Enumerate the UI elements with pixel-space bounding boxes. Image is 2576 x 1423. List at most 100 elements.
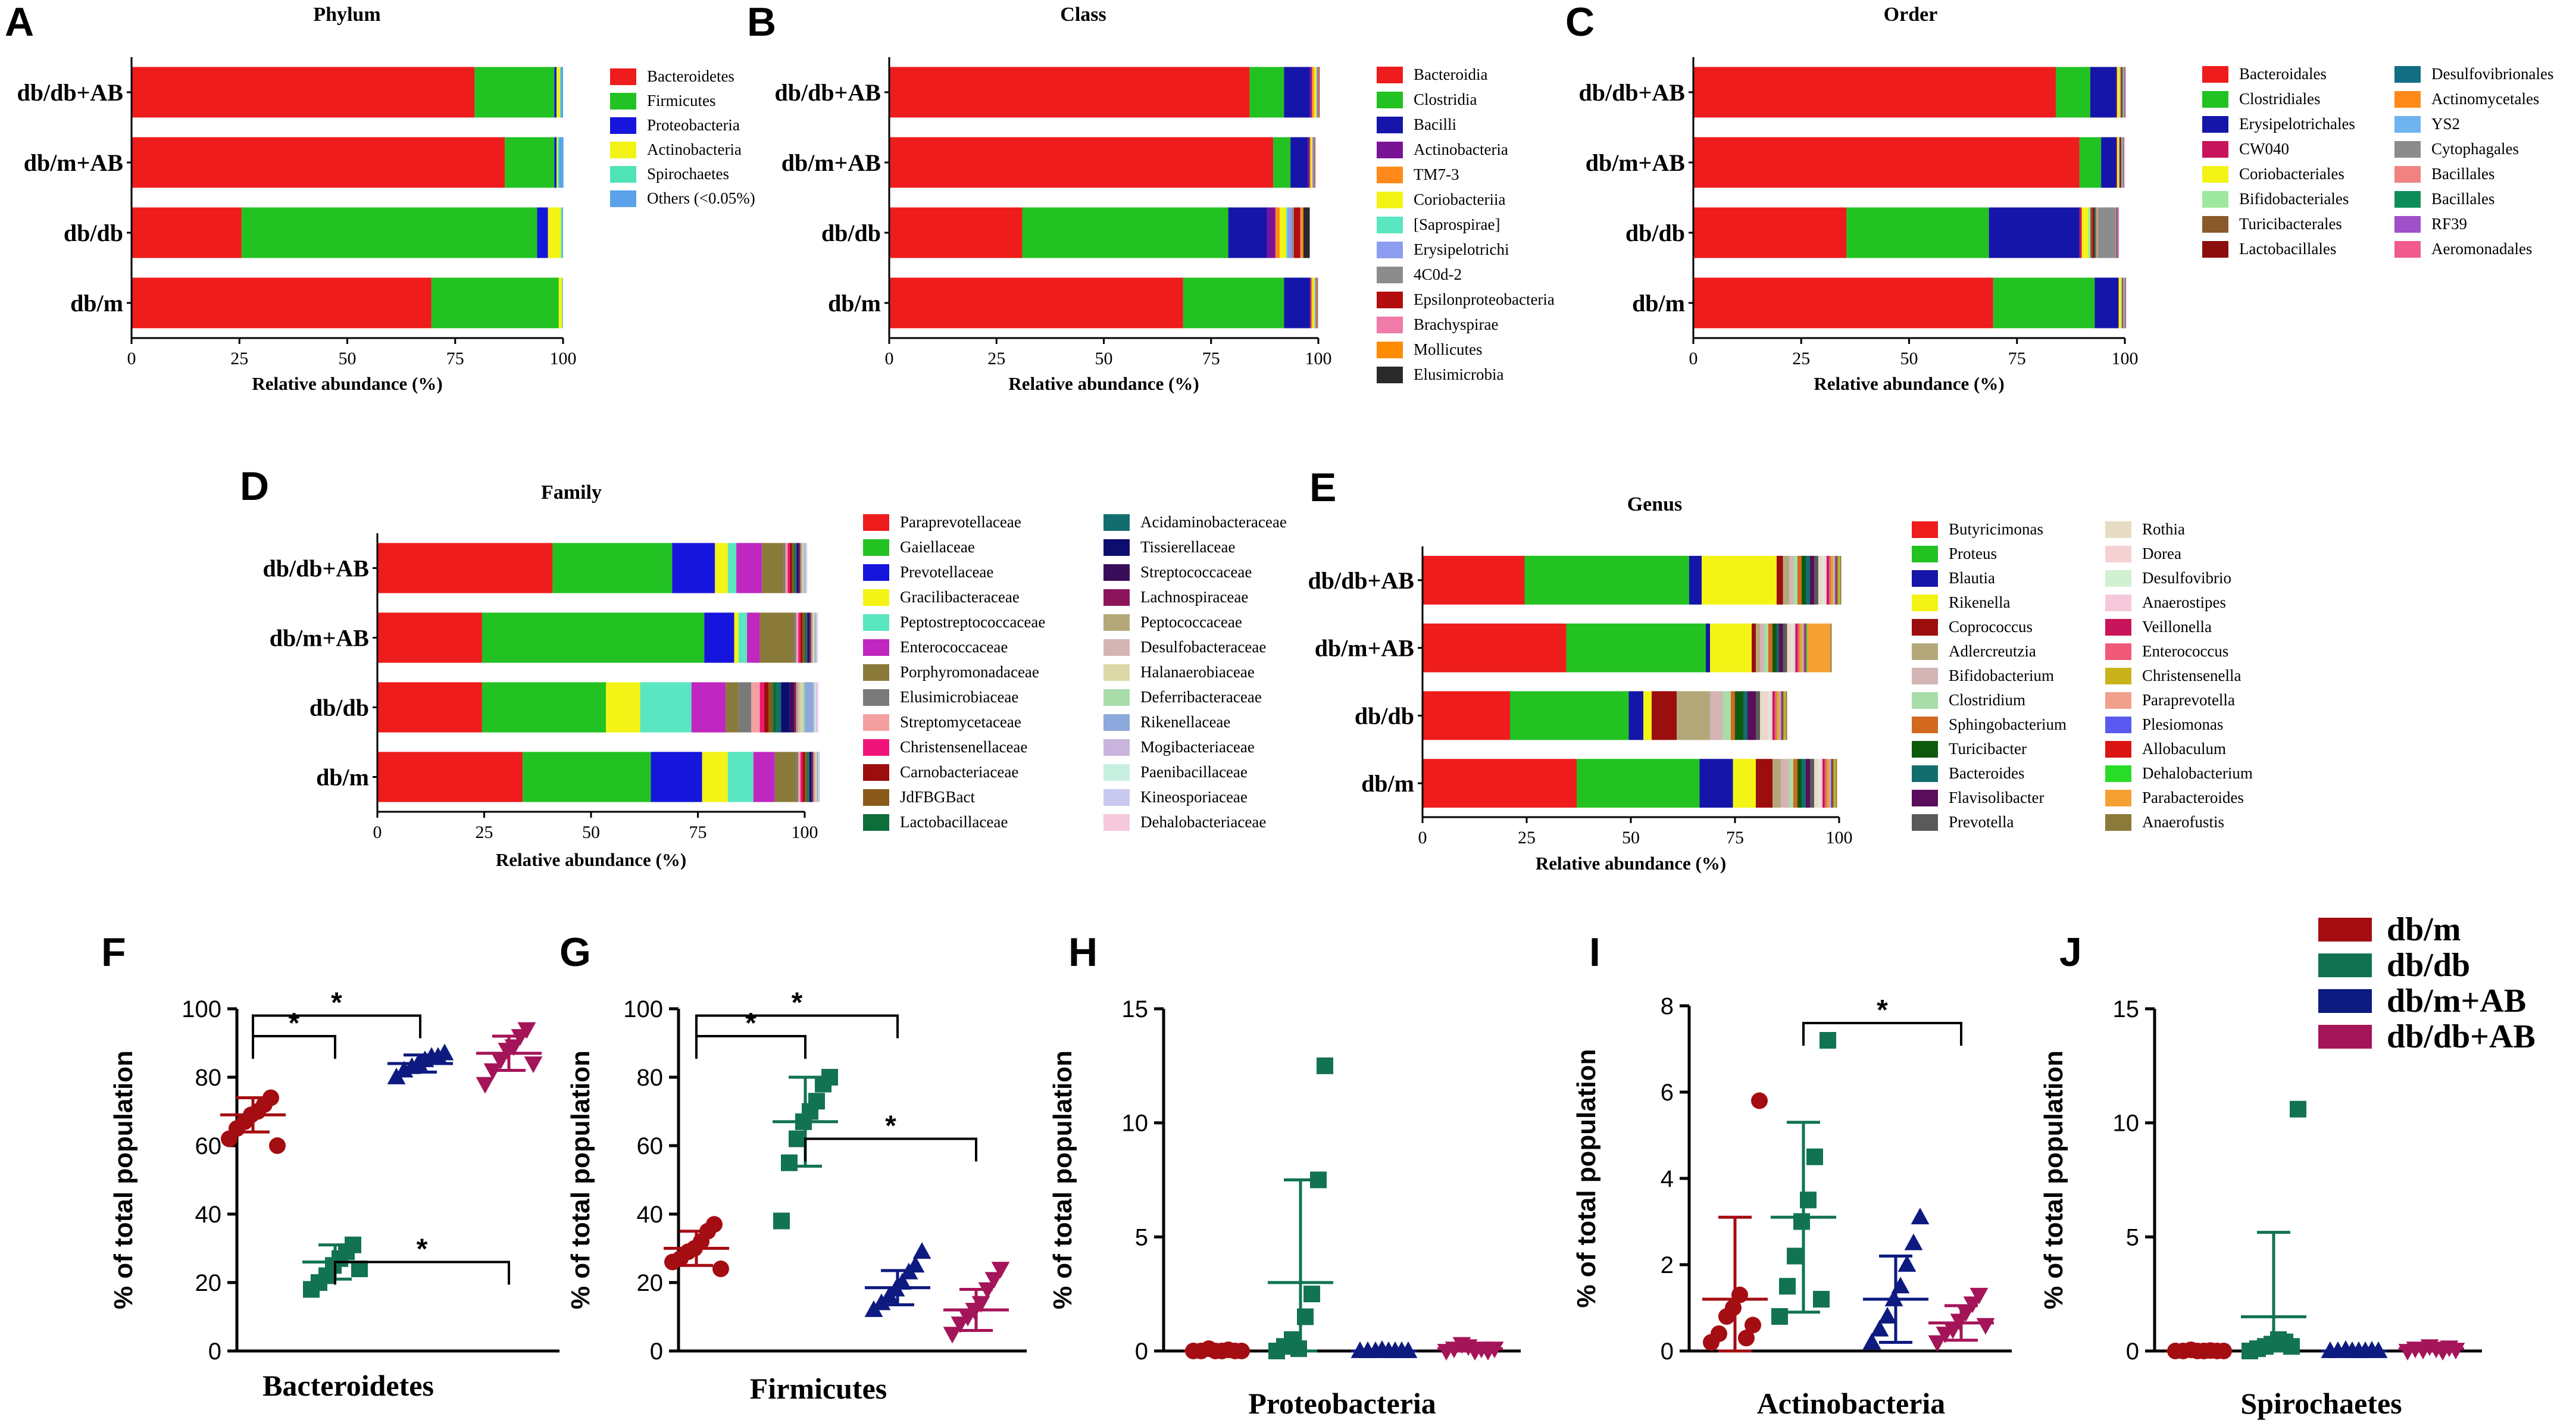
bar-allobaculum-db-db-ab — [1836, 555, 1838, 605]
bar-turicibacterales-db-m-ab — [2119, 137, 2121, 188]
bar-prevotellaceae-db-m-ab — [704, 612, 734, 663]
legend-entry: Desulfobacteraceae — [1140, 638, 1266, 656]
legend-swatch — [1377, 142, 1403, 158]
x-tick-label: 25 — [1792, 349, 1810, 368]
x-axis-label: Relative abundance (%) — [496, 849, 686, 870]
data-point-db-db-ab — [1969, 1287, 1989, 1305]
bar-bifidobacterium-db-db — [1710, 691, 1722, 740]
legend-entry: Elusimicrobiaceae — [900, 688, 1018, 706]
y-tick-label: 10 — [1122, 1111, 1149, 1137]
legend-swatch — [2202, 166, 2228, 183]
legend-swatch — [610, 190, 636, 207]
bar-rikenella-db-db — [1643, 691, 1652, 740]
y-tick-label: 40 — [637, 1202, 664, 1228]
legend-swatch — [1377, 367, 1403, 383]
bar-others-0-05-db-db-ab — [561, 67, 563, 118]
y-tick-label: 100 — [623, 996, 663, 1022]
x-tick-label: 100 — [2112, 349, 2139, 368]
category-label: db/db — [64, 220, 123, 246]
category-label: db/m+AB — [1586, 149, 1685, 176]
y-tick-label: 0 — [208, 1338, 221, 1365]
bar-paraprevotellaceae-db-db — [377, 682, 482, 733]
bar-bacteroidales-db-db-ab — [1693, 67, 2056, 118]
bar-tissierellaceae-db-db — [781, 682, 790, 733]
legend-swatch — [863, 739, 889, 756]
bar-proteobacteria-db-db-ab — [554, 67, 557, 118]
legend-swatch — [2105, 790, 2131, 806]
category-label: db/m — [70, 290, 123, 317]
legend-swatch — [1377, 117, 1403, 133]
legend-swatch — [1377, 292, 1403, 308]
bar-erysipelotrichales-db-m — [2094, 277, 2119, 329]
legend-entry: Brachyspirae — [1414, 315, 1498, 333]
legend-swatch — [1912, 546, 1938, 562]
bar-anaerofustis-db-db — [1786, 691, 1787, 740]
bar-clostridia-db-m-ab — [1273, 137, 1291, 188]
bar-adlercreutzia-db-db-ab — [1783, 555, 1789, 605]
bar-desulfovibrio-db-db — [1768, 691, 1771, 740]
legend-entry: Streptococcaceae — [1140, 563, 1252, 581]
bar-streptomycetaceae-db-db — [751, 682, 760, 733]
bar-streptococcaceae-db-db-ab — [798, 543, 799, 593]
bar-elusimicrobiaceae-db-m-ab — [794, 612, 796, 663]
data-point-db-db — [1303, 1286, 1320, 1303]
data-point-db-m — [1711, 1325, 1727, 1342]
legend-swatch — [1103, 714, 1130, 731]
bar-proteus-db-db-ab — [1524, 555, 1689, 605]
data-point-db-db-ab — [476, 1077, 495, 1094]
bar-elusimicrobiaceae-db-db — [738, 682, 752, 733]
significance-star: * — [1877, 994, 1888, 1026]
x-axis-label: Relative abundance (%) — [1814, 373, 2004, 394]
bar-anaerostipes-db-m — [1820, 759, 1822, 808]
bar-bacillales-db-db-ab — [2124, 67, 2125, 118]
legend-swatch — [1912, 717, 1938, 733]
legend-swatch — [1103, 789, 1130, 806]
legend-swatch — [2394, 191, 2421, 208]
significance-bracket — [1802, 1022, 1962, 1046]
legend-swatch — [2105, 692, 2131, 709]
category-label: db/m — [316, 764, 369, 791]
legend-swatch — [1912, 741, 1938, 758]
bar-lactobacillaceae-db-m — [806, 752, 808, 802]
legend-entry: JdFBGBact — [900, 788, 976, 806]
bar-clostridiales-db-m-ab — [2079, 137, 2102, 188]
legend-swatch — [1377, 92, 1403, 108]
significance-bracket — [252, 1035, 336, 1059]
legend-swatch — [2394, 166, 2421, 183]
bar-bacteroides-db-db — [1743, 691, 1747, 740]
bar-desulfobacteraceae-db-db — [798, 682, 801, 733]
legend-entry: Lachnospiraceae — [1140, 588, 1248, 606]
bar-adlercreutzia-db-db — [1677, 691, 1710, 740]
bar-proteus-db-m-ab — [1566, 623, 1706, 673]
panel-c: C Order db/db+AB db/m+AB db/db db/m 0 25 50 75 100… — [1565, 0, 2553, 394]
legend-swatch — [1912, 570, 1938, 587]
legend-entry: Epsilonproteobacteria — [1414, 290, 1555, 308]
bar-parabacteroides-db-db — [1784, 691, 1786, 740]
bar-lactobacillales-db-db-ab — [2121, 67, 2122, 118]
bar-dehalobacterium-db-db-ab — [1837, 555, 1839, 605]
bar-bacillales-db-m — [2124, 277, 2125, 329]
bar-paraprevotellaceae-db-m — [377, 752, 523, 802]
legend-entry: Christensenellaceae — [900, 738, 1027, 756]
legend-swatch — [1377, 192, 1403, 208]
legend-swatch — [1377, 167, 1403, 183]
bar-bacteroidia-db-m-ab — [889, 137, 1274, 188]
bar-clostridia-db-db-ab — [1249, 67, 1284, 118]
legend-swatch — [1103, 739, 1130, 756]
bar-proteus-db-m — [1577, 759, 1700, 808]
category-label: db/db+AB — [263, 555, 369, 582]
data-point-db-db — [1806, 1148, 1823, 1165]
bar-mollicutes-db-db-ab — [1318, 67, 1320, 118]
bar-others-0-05-db-m — [562, 277, 563, 329]
bar-coprococcus-db-db — [1652, 691, 1677, 740]
bar-christensenellaceae-db-m — [800, 752, 803, 802]
x-tick-label: 100 — [1305, 349, 1332, 368]
legend-swatch-db-m-ab — [2318, 989, 2372, 1013]
data-point-db-db — [2290, 1100, 2306, 1118]
data-point-db-db — [1317, 1057, 1333, 1074]
x-tick-label: 75 — [689, 822, 707, 842]
bar-sphingobacterium-db-m — [1793, 759, 1797, 808]
x-tick-label: 25 — [987, 349, 1005, 368]
bar-coriobacteriia-db-db-ab — [1314, 67, 1317, 118]
bar-clostridiales-db-db-ab — [2056, 67, 2090, 118]
